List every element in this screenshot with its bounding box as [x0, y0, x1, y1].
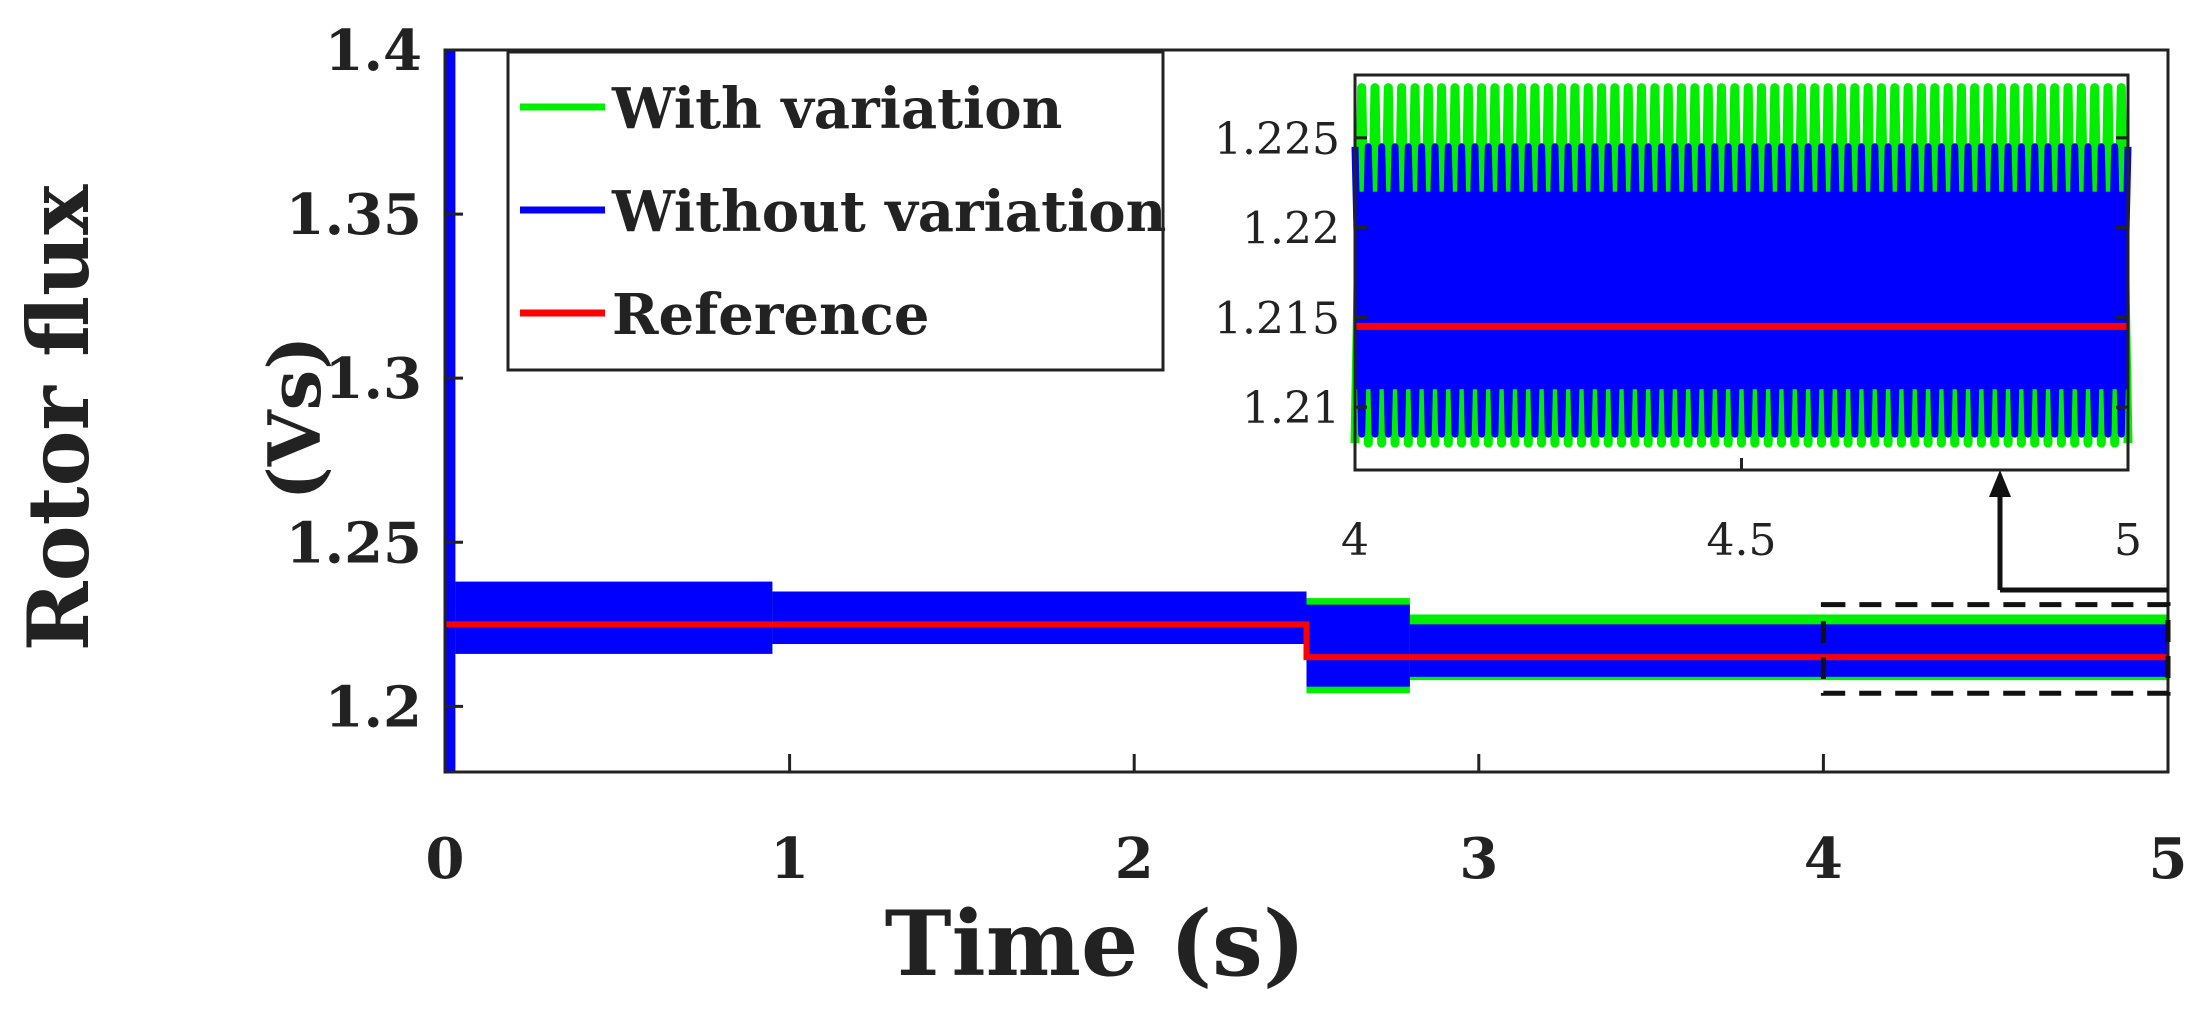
y-tick-label-0: 1.2 [325, 674, 422, 740]
y-tick-label-2: 1.3 [325, 346, 422, 412]
x-tick-label-2: 2 [1115, 826, 1154, 892]
x-tick-label-1: 1 [770, 826, 809, 892]
x-tick-label-0: 0 [426, 826, 465, 892]
y-tick-label-3: 1.35 [286, 182, 422, 248]
series-band-without-variation-0 [445, 50, 456, 772]
series-band-without-variation-4 [1409, 624, 2168, 677]
inset-x-tick-label-2: 5 [2114, 515, 2142, 566]
x-tick-label-4: 4 [1804, 826, 1843, 892]
y-axis-title: Rotor flux [9, 184, 108, 651]
series-band-without-variation-1 [455, 581, 773, 654]
y-tick-label-4: 1.4 [325, 18, 422, 84]
zoom-arrow-head [1989, 470, 2011, 497]
x-tick-label-3: 3 [1459, 826, 1498, 892]
inset-series-without-variation [1351, 143, 2132, 438]
x-axis-ticks: 0 1 2 3 4 5 [426, 754, 2188, 892]
inset-x-tick-label-0: 4 [1341, 515, 1369, 566]
inset-y-tick-label-3: 1.225 [1214, 114, 1340, 165]
inset-y-axis-ticks: 1.21 1.215 1.22 1.225 [1214, 114, 2128, 434]
x-axis-title: Time (s) [885, 891, 1306, 997]
y-axis-ticks: 1.2 1.25 1.3 1.35 1.4 [286, 18, 463, 740]
y-tick-label-1: 1.25 [286, 510, 422, 576]
inset-series-layer [1350, 83, 2133, 448]
series-band-without-variation-2 [772, 591, 1307, 645]
inset-y-tick-label-1: 1.215 [1214, 293, 1340, 344]
main-plot: 0 1 2 3 4 5 1.2 1.25 1.3 1.35 1.4 [286, 18, 2188, 892]
x-tick-label-5: 5 [2149, 826, 2188, 892]
inset-y-tick-label-0: 1.21 [1242, 383, 1340, 434]
series-band-without-variation-3 [1306, 604, 1410, 687]
legend: With variation Without variation Referen… [506, 50, 1166, 372]
y-axis-unit: (Vs) [252, 336, 337, 501]
legend-box [506, 50, 1165, 372]
inset-y-tick-label-2: 1.22 [1242, 204, 1340, 255]
inset-x-axis-ticks: 4 4.5 5 [1341, 458, 2142, 566]
legend-label-with-variation: With variation [611, 76, 1062, 142]
legend-label-without-variation: Without variation [611, 179, 1166, 245]
inset-x-tick-label-1: 4.5 [1707, 515, 1777, 566]
series-line-reference [445, 621, 2168, 661]
main-series-layer [445, 50, 2168, 772]
main-axes-box [443, 48, 2170, 774]
legend-label-reference: Reference [612, 282, 929, 348]
